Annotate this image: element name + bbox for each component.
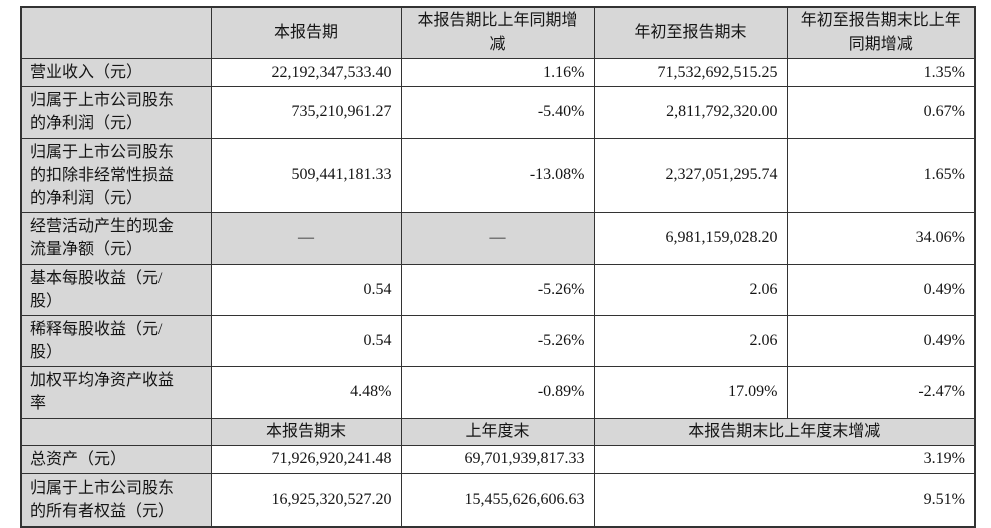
value-cell: 2,811,792,320.00 [593, 86, 788, 139]
value-cell: 15,455,626,606.63 [400, 472, 595, 528]
value-cell: 509,441,181.33 [210, 137, 402, 214]
column-header: 本报告期比上年同期增减 [400, 6, 595, 59]
value-cell: -5.26% [400, 314, 595, 368]
value-cell: 6,981,159,028.20 [593, 212, 788, 265]
value-cell: 1.16% [400, 57, 595, 88]
corner-cell [20, 6, 212, 59]
value-cell: 16,925,320,527.20 [210, 472, 402, 528]
value-cell: 71,926,920,241.48 [210, 444, 402, 474]
table-row: 营业收入（元） 22,192,347,533.40 1.16% 71,532,692,… [20, 57, 976, 88]
row-label: 稀释每股收益（元/股） [20, 314, 212, 368]
value-cell: 2,327,051,295.74 [593, 137, 788, 214]
column-header: 上年度末 [400, 417, 595, 446]
table-row: 总资产（元） 71,926,920,241.48 69,701,939,817.33… [20, 444, 976, 474]
table-row: 归属于上市公司股东的净利润（元） 735,210,961.27 -5.40% 2,81… [20, 86, 976, 139]
value-cell: 0.54 [210, 263, 402, 316]
value-cell: 4.48% [210, 366, 402, 419]
row-label: 经营活动产生的现金流量净额（元） [20, 212, 212, 265]
corner-cell [20, 417, 212, 446]
value-cell: 3.19% [593, 444, 976, 474]
value-cell: 0.54 [210, 314, 402, 368]
value-cell: -2.47% [786, 366, 976, 419]
column-header: 本报告期末 [210, 417, 402, 446]
row-label: 营业收入（元） [20, 57, 212, 88]
financial-report-page: 本报告期 本报告期比上年同期增减 年初至报告期末 年初至报告期末比上年同期增减 营业收入… [20, 6, 976, 528]
value-cell: 1.65% [786, 137, 976, 214]
value-cell: 0.49% [786, 314, 976, 368]
table-row: 归属于上市公司股东的所有者权益（元） 16,925,320,527.20 15,45… [20, 472, 976, 528]
value-cell: -0.89% [400, 366, 595, 419]
table-row: 归属于上市公司股东的扣除非经常性损益的净利润（元） 509,441,181.33-… [20, 137, 976, 214]
table-row: 经营活动产生的现金流量净额（元） — —6,981,159,028.20 34.06% [20, 212, 976, 265]
value-cell: 2.06 [593, 314, 788, 368]
value-cell: 17.09% [593, 366, 788, 419]
value-cell: 71,532,692,515.25 [593, 57, 788, 88]
row-label: 归属于上市公司股东的扣除非经常性损益的净利润（元） [20, 137, 212, 214]
value-cell: 9.51% [593, 472, 976, 528]
row-label: 归属于上市公司股东的净利润（元） [20, 86, 212, 139]
value-cell: 69,701,939,817.33 [400, 444, 595, 474]
value-cell: 22,192,347,533.40 [210, 57, 402, 88]
value-cell: -5.40% [400, 86, 595, 139]
value-cell: 1.35% [786, 57, 976, 88]
row-label: 加权平均净资产收益率 [20, 366, 212, 419]
dash-cell: — [210, 212, 402, 265]
value-cell: 2.06 [593, 263, 788, 316]
dash-cell: — [400, 212, 595, 265]
column-header: 本报告期 [210, 6, 402, 59]
value-cell: 34.06% [786, 212, 976, 265]
value-cell: -13.08% [400, 137, 595, 214]
column-header: 年初至报告期末比上年同期增减 [786, 6, 976, 59]
financial-summary-table: 本报告期 本报告期比上年同期增减 年初至报告期末 年初至报告期末比上年同期增减 营业收入… [20, 6, 976, 528]
table-row: 本报告期末 上年度末 本报告期末比上年度末增减 [20, 417, 976, 446]
table-row: 本报告期 本报告期比上年同期增减 年初至报告期末 年初至报告期末比上年同期增减 [20, 6, 976, 59]
value-cell: 0.49% [786, 263, 976, 316]
value-cell: 735,210,961.27 [210, 86, 402, 139]
column-header: 本报告期末比上年度末增减 [593, 417, 976, 446]
value-cell: 0.67% [786, 86, 976, 139]
table-row: 加权平均净资产收益率 4.48% -0.89% 17.09% -2.47% [20, 366, 976, 419]
table-row: 稀释每股收益（元/股） 0.54 -5.26% 2.06 0.49% [20, 314, 976, 368]
value-cell: -5.26% [400, 263, 595, 316]
row-label: 总资产（元） [20, 444, 212, 474]
column-header: 年初至报告期末 [593, 6, 788, 59]
row-label: 归属于上市公司股东的所有者权益（元） [20, 472, 212, 528]
row-label: 基本每股收益（元/股） [20, 263, 212, 316]
table-row: 基本每股收益（元/股） 0.54 -5.26% 2.06 0.49% [20, 263, 976, 316]
